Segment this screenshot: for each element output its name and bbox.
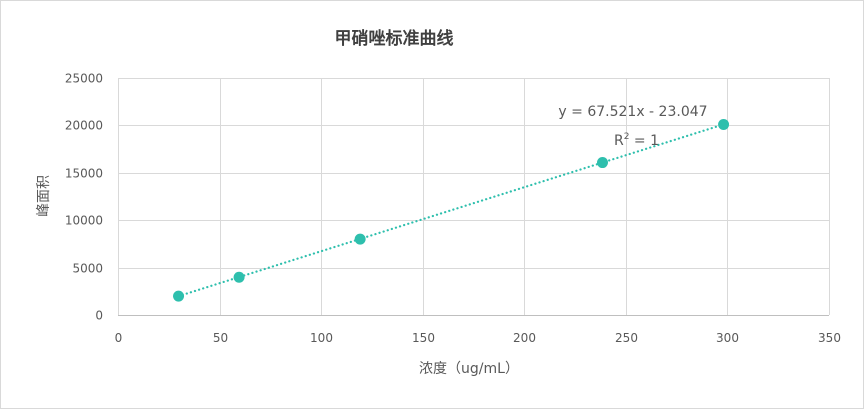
y-tick-label: 25000 [65,72,103,86]
x-tick-label: 100 [310,331,333,345]
y-axis-title: 峰面积 [36,175,52,217]
y-tick-label: 10000 [65,214,103,228]
data-points [173,118,730,302]
y-tick-label: 20000 [65,119,103,133]
chart-title: 甲硝唑标准曲线 [335,28,454,49]
r-squared-exponent: 2 [624,132,630,142]
x-tick-label: 0 [115,331,123,345]
data-point [354,233,366,245]
data-point [173,290,185,302]
trendline [177,123,725,298]
x-tick-label: 250 [615,331,638,345]
x-tick-label: 150 [412,331,435,345]
x-tick-label: 350 [818,331,841,345]
gridlines [118,78,830,316]
trendline-r-squared: R2 = 1 [614,132,659,149]
x-tick-label: 300 [716,331,739,345]
data-point [596,157,608,169]
y-tick-label: 5000 [72,262,103,276]
x-tick-labels: 0 50 100 150 200 250 300 350 [115,331,841,345]
data-point [233,271,245,283]
y-tick-label: 15000 [65,167,103,181]
trendline-equation: y = 67.521x - 23.047 [558,104,707,120]
x-axis-title: 浓度（ug/mL） [419,361,519,377]
data-point [718,118,730,130]
y-tick-label: 0 [95,309,103,323]
trendline-layer [177,123,725,298]
x-tick-label: 200 [513,331,536,345]
x-tick-label: 50 [213,331,228,345]
r-squared-value: = 1 [629,133,659,149]
y-tick-labels: 0 5000 10000 15000 20000 25000 [65,72,103,323]
r-squared-base: R [614,133,624,149]
